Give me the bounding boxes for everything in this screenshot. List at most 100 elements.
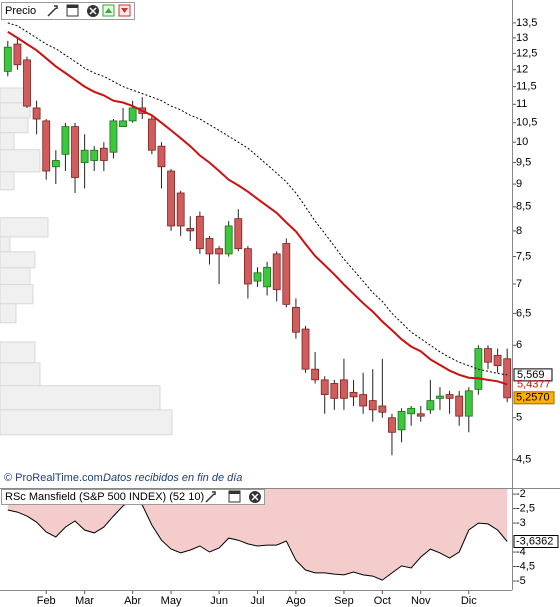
candle-body [272, 253, 281, 291]
candle-body [147, 118, 156, 151]
candle-body [80, 149, 89, 163]
y-tick-label: 5 [516, 412, 522, 424]
x-tick-label: Jun [210, 595, 228, 607]
candle-body [176, 192, 185, 227]
candle-body [368, 400, 377, 411]
volume-profile-bar [0, 362, 41, 387]
y-tick-label: -4,5 [516, 560, 535, 572]
candle-body [109, 120, 118, 153]
y-tick-label: 10 [516, 136, 528, 148]
x-tick-label: Nov [411, 595, 431, 607]
candle-body [455, 395, 464, 417]
candle-body [340, 379, 348, 399]
volume-profile-bar [0, 171, 15, 191]
y-tick-label: 7,5 [516, 250, 531, 262]
candle-body [282, 243, 291, 305]
copyright: © ProRealTime.com [4, 472, 103, 484]
y-tick-label: 8 [516, 225, 522, 237]
candle-body [388, 417, 396, 433]
data-note: Datos recibidos en fin de día [103, 472, 242, 484]
candle-body [99, 147, 108, 161]
candle-body [119, 120, 127, 127]
y-tick-label: 6 [516, 339, 522, 351]
price-toolbar: Precio [1, 2, 135, 20]
candle-body [13, 43, 22, 66]
last-value-box [513, 391, 555, 405]
indicator-area [7, 488, 508, 581]
settings-icon[interactable] [47, 5, 58, 17]
candle-body [349, 391, 358, 398]
x-tick-label: May [161, 595, 182, 607]
volume-profile-bar [0, 87, 26, 104]
candle-body [167, 170, 175, 227]
up-arrow [105, 8, 112, 13]
candle-body [436, 395, 444, 399]
volume-profile-bar [0, 267, 31, 286]
x-tick-label: Feb [37, 595, 56, 607]
volume-profile-bar [0, 251, 36, 269]
candle-body [71, 126, 79, 178]
candle-body [253, 272, 262, 282]
x-tick-label: Oct [374, 595, 391, 607]
candle-body [51, 160, 60, 168]
candle-body [292, 306, 300, 333]
y-tick-label: 13,5 [516, 17, 537, 29]
x-tick-label: Abr [124, 595, 141, 607]
candle-body [23, 59, 31, 107]
candle-body [503, 358, 512, 399]
candle-body [90, 149, 99, 161]
candle-body [243, 248, 252, 285]
window-icon-bar [67, 5, 78, 8]
y-tick-label: 8,5 [516, 201, 531, 213]
volume-profile-bar [0, 385, 161, 411]
candle-body [484, 348, 492, 363]
y-tick-label: -5 [516, 575, 526, 587]
last-value-label: -3,6362 [516, 535, 553, 547]
candle-body [311, 368, 320, 381]
y-tick-label: 10,5 [516, 117, 537, 129]
last-value-label: 5,569 [517, 369, 545, 381]
y-tick-label: -4 [516, 546, 526, 558]
candle-body [320, 379, 329, 395]
candle-body [3, 46, 12, 72]
y-tick-label: 4,5 [516, 454, 531, 466]
x-tick-label: Jul [250, 595, 264, 607]
last-value-label: 5,4377 [517, 378, 551, 390]
panel-title: Precio [5, 5, 36, 17]
y-tick-label: 9,5 [516, 156, 531, 168]
candle-body [205, 238, 214, 255]
moving-average [7, 22, 508, 376]
volume-profile-bar [0, 409, 173, 436]
volume-profile-bar [0, 149, 41, 173]
volume-profile-bar [0, 117, 29, 134]
candle-body [157, 145, 166, 168]
x-tick-label: Ago [286, 595, 306, 607]
candle-body [378, 405, 387, 413]
candle-body [407, 407, 416, 415]
y-tick-label: -3 [516, 517, 526, 529]
y-tick-label: 7 [516, 278, 522, 290]
candle-body [224, 225, 233, 255]
candle-body [195, 215, 204, 250]
x-tick-label: Sep [334, 595, 354, 607]
volume-profile-bar [0, 132, 15, 151]
candle-body [234, 218, 243, 250]
y-tick-label: 12,5 [516, 47, 537, 59]
candle-body [493, 354, 502, 367]
down-arrow [121, 8, 128, 13]
candle-body [416, 413, 425, 417]
candle-body [445, 394, 454, 399]
toolbar-box [1, 489, 265, 505]
window-icon-bar [229, 491, 240, 494]
y-tick-label: 11 [516, 98, 527, 110]
candle-body [397, 411, 406, 431]
candle-body [426, 400, 435, 411]
moving-average [7, 30, 508, 386]
y-tick-label: 12 [516, 64, 528, 76]
settings-icon[interactable] [205, 491, 216, 503]
volume-profile-bar [0, 303, 17, 324]
y-tick-label: 9 [516, 178, 522, 190]
plot-layer: 13,5 13 12,5 12 11,5 11 10,5 10 9,5 9 8,5 8 7,5 7 6,5 6… [0, 17, 559, 607]
y-tick-label: 11,5 [516, 81, 537, 93]
